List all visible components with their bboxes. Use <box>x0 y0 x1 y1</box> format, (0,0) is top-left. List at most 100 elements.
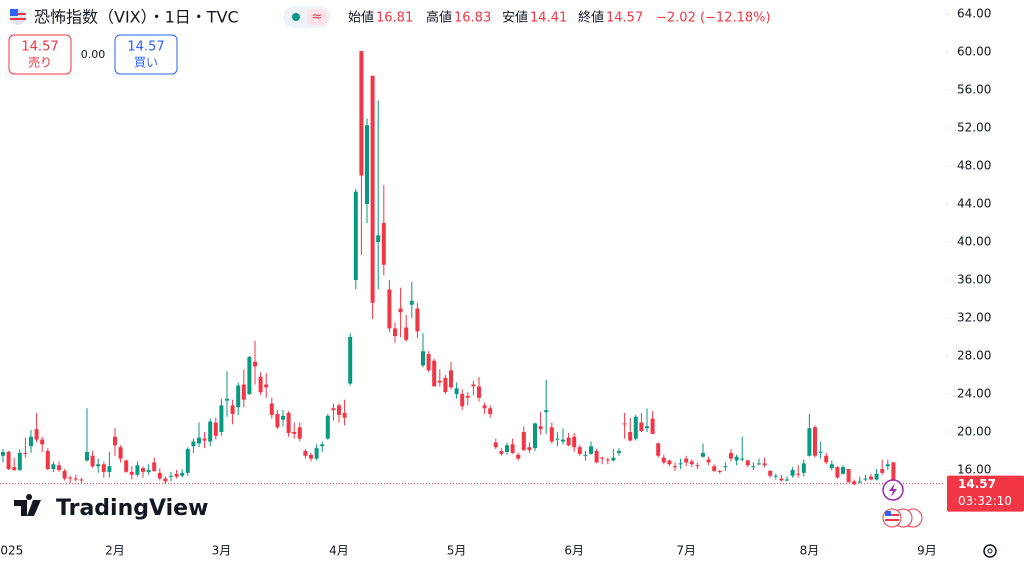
sell-button[interactable] <box>8 34 72 75</box>
ohlc-value: 14.57 <box>606 11 643 26</box>
candle-body <box>415 308 420 332</box>
ohlc-value: 14.41 <box>530 11 567 26</box>
candle-body <box>309 454 313 459</box>
candle-body <box>617 451 621 453</box>
candle-body <box>510 444 515 453</box>
sell-price[interactable]: 14.57 <box>21 40 58 55</box>
candle-body <box>432 360 437 387</box>
candle-body <box>869 476 873 480</box>
ohlc-label: 終値 <box>578 10 604 26</box>
candle-body <box>785 479 789 481</box>
candle-body <box>499 451 504 454</box>
ohlc-label: 高値 <box>426 10 452 26</box>
candle-body <box>129 471 134 475</box>
candle-body <box>762 463 767 466</box>
candle-body <box>118 447 123 459</box>
candle-body <box>628 432 633 441</box>
candle-body <box>465 395 470 398</box>
candle-body <box>734 456 739 461</box>
x-tick-label: 2025 <box>0 544 23 558</box>
candle-body <box>482 405 487 409</box>
ohlc-value: 16.81 <box>376 11 413 26</box>
candle-body <box>656 443 661 456</box>
settings-icon[interactable] <box>983 544 997 558</box>
symbol-title[interactable]: 恐怖指数（VIX）・1日・TVC <box>34 8 239 27</box>
candle-body <box>348 337 353 384</box>
candle-body <box>275 413 280 428</box>
y-tick-label: 16.00 <box>957 463 991 477</box>
candle-body <box>611 457 616 461</box>
candle-body <box>751 466 756 468</box>
candle-body <box>695 465 700 467</box>
y-tick-label: 20.00 <box>957 425 991 439</box>
candle-body <box>286 413 291 433</box>
candle-body <box>409 300 414 305</box>
y-tick-label: 32.00 <box>957 311 991 325</box>
candle-body <box>62 470 67 479</box>
candle-body <box>146 470 151 472</box>
status-pill[interactable]: ≈ <box>283 6 331 28</box>
candle-body <box>577 447 582 454</box>
candle-body <box>253 361 257 367</box>
candle-body <box>398 308 403 313</box>
candle-body <box>723 466 728 468</box>
candle-body <box>421 351 425 366</box>
candle-body <box>493 442 498 448</box>
candle-body <box>381 223 386 265</box>
candle-body <box>516 454 521 459</box>
candle-body <box>342 413 347 418</box>
x-tick-label: 6月 <box>564 544 584 558</box>
candle-body <box>829 464 834 469</box>
candle-body <box>538 426 543 430</box>
candle-body <box>477 386 481 398</box>
buy-button[interactable] <box>114 34 178 75</box>
candle-body <box>729 452 733 459</box>
candle-body <box>678 463 683 465</box>
x-tick-label: 5月 <box>447 544 467 558</box>
candle-body <box>45 451 50 470</box>
candle-body <box>393 328 397 337</box>
candle-body <box>387 289 392 329</box>
candle-body <box>264 384 269 388</box>
candle-body <box>23 452 28 454</box>
candle-body <box>40 439 45 445</box>
candle-body <box>857 481 862 483</box>
watermark: TradingView <box>56 496 208 521</box>
candle-body <box>684 458 689 463</box>
candle-body <box>689 461 694 465</box>
x-tick-label: 9月 <box>917 544 937 558</box>
candle-body <box>57 465 61 470</box>
candle-body <box>801 463 806 473</box>
candle-body <box>1 451 5 456</box>
candle-body <box>163 478 168 482</box>
candle-body <box>779 478 784 481</box>
candle-body <box>202 438 207 441</box>
candle-body <box>426 354 431 371</box>
candle-body <box>471 384 476 387</box>
y-tick-label: 52.00 <box>957 121 991 135</box>
candle-body <box>846 469 851 483</box>
candle-body <box>404 327 409 340</box>
candle-body <box>12 467 17 470</box>
candle-body <box>505 445 509 452</box>
buy-price[interactable]: 14.57 <box>127 40 164 55</box>
candle-body <box>370 75 375 303</box>
earnings-icons[interactable] <box>882 508 923 528</box>
candle-body <box>303 451 308 456</box>
candle-body <box>353 191 358 280</box>
sell-label[interactable]: 売り <box>28 55 52 70</box>
y-tick-label: 56.00 <box>957 83 991 97</box>
candle-body <box>583 454 588 456</box>
candle-body <box>185 449 190 473</box>
candle-body <box>488 408 493 414</box>
candle-body <box>101 464 106 472</box>
candle-body <box>79 479 84 481</box>
candle-body <box>818 451 823 453</box>
candle-body <box>757 463 761 465</box>
candle-body <box>740 458 745 460</box>
event-icon[interactable] <box>882 479 904 501</box>
buy-label[interactable]: 買い <box>134 56 158 70</box>
candle-body <box>219 405 224 432</box>
y-tick-label: 24.00 <box>957 387 991 401</box>
